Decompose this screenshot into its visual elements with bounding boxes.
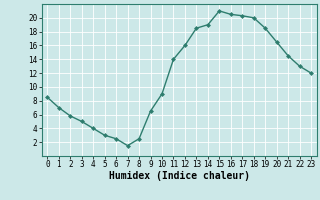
X-axis label: Humidex (Indice chaleur): Humidex (Indice chaleur)	[109, 171, 250, 181]
